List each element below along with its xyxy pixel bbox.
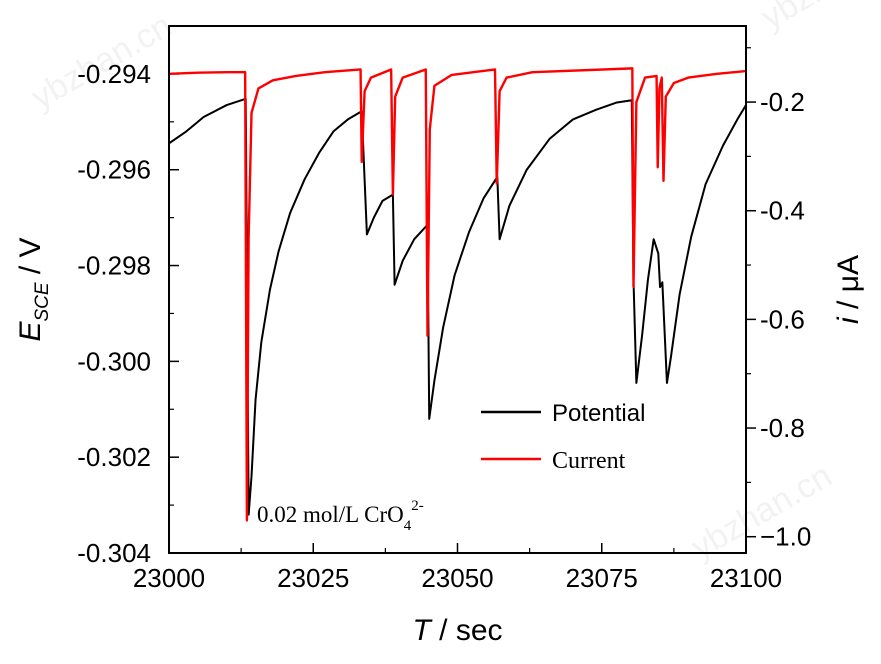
y-left-tick-label: -0.298 [77, 251, 151, 281]
y-axis-right-label: i / μA [832, 255, 865, 324]
chromate-annotation: 0.02 mol/L CrO42- [257, 498, 424, 534]
legend-label-potential: Potential [552, 400, 645, 427]
x-tick-label: 23050 [421, 563, 493, 593]
y-right-tick-label: −1.0 [760, 522, 811, 552]
plot-frame [168, 25, 747, 554]
y-left-tick-label: -0.304 [77, 538, 151, 568]
x-tick-label: 23025 [277, 563, 349, 593]
series-line-current [168, 67, 747, 522]
series-line-potential [168, 97, 747, 516]
y-left-tick-label: -0.300 [77, 346, 151, 376]
y-right-tick-label: -0.2 [760, 87, 805, 117]
y-left-tick-label: -0.296 [77, 155, 151, 185]
y-right-tick-label: -0.8 [760, 413, 805, 443]
x-tick-label: 23075 [566, 563, 638, 593]
x-axis-label: T / sec [412, 614, 502, 647]
legend: Potential Current [481, 400, 645, 474]
y-left-tick-label: -0.302 [77, 442, 151, 472]
x-tick-label: 23000 [133, 563, 205, 593]
x-tick-label: 23100 [710, 563, 782, 593]
legend-label-current: Current [552, 448, 626, 474]
y-right-tick-label: -0.4 [760, 196, 805, 226]
axis-ticks: 23000 23025 23050 23075 23100 -0.304 -0.302 -0.… [77, 47, 811, 593]
y-right-tick-label: -0.6 [760, 304, 805, 334]
series-layer [168, 67, 747, 522]
y-axis-left-label: ESCE / V [14, 237, 53, 341]
y-left-tick-label: -0.294 [77, 59, 151, 89]
watermark-text: ybzhan.cn [755, 0, 881, 37]
